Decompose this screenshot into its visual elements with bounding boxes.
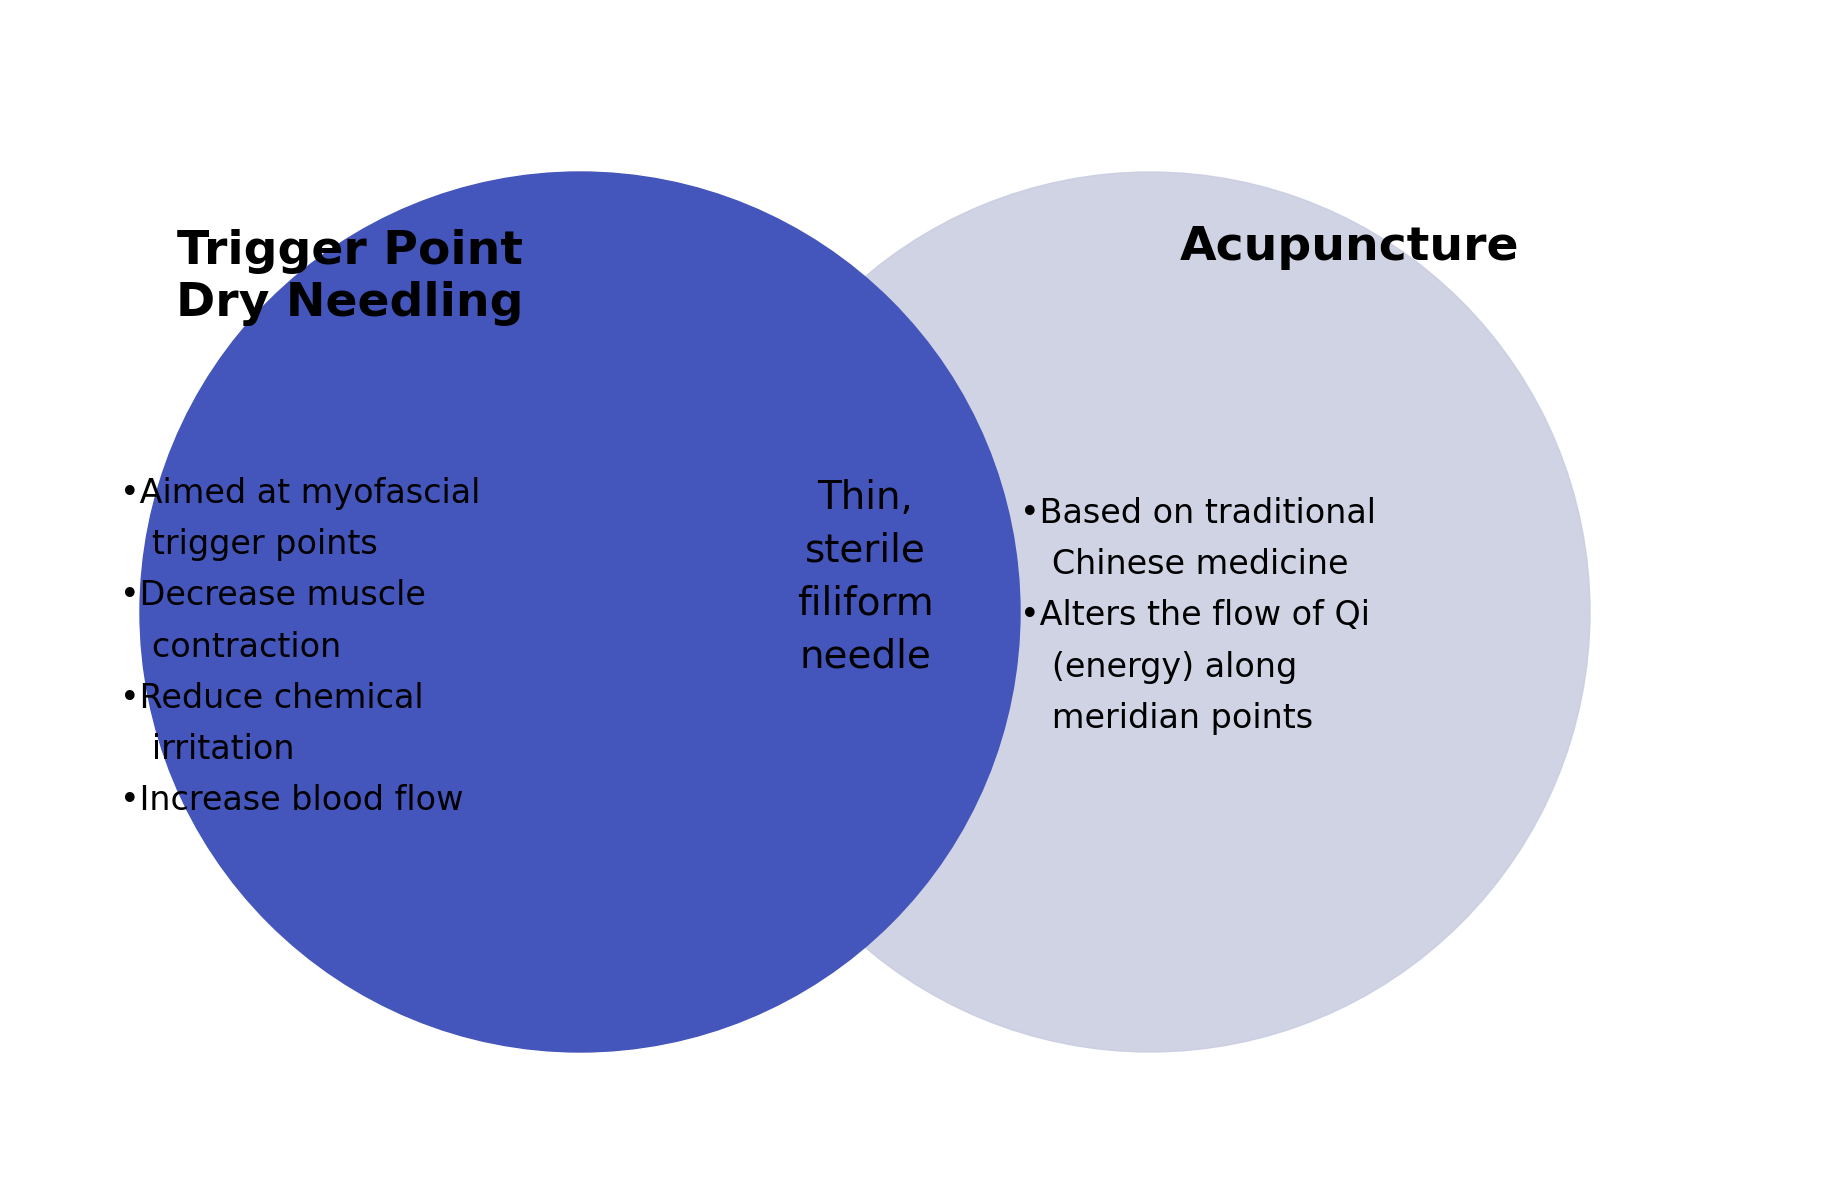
Text: Trigger Point
Dry Needling: Trigger Point Dry Needling [177, 229, 523, 326]
Text: •Based on traditional
   Chinese medicine
•Alters the flow of Qi
   (energy) alo: •Based on traditional Chinese medicine •… [1019, 497, 1377, 735]
Text: Thin,
sterile
filiform
needle: Thin, sterile filiform needle [796, 479, 933, 675]
Text: •Aimed at myofascial
   trigger points
•Decrease muscle
   contraction
•Reduce c: •Aimed at myofascial trigger points •Dec… [120, 476, 481, 818]
Text: Acupuncture: Acupuncture [1180, 225, 1520, 269]
Ellipse shape [710, 172, 1591, 1052]
Ellipse shape [140, 172, 1019, 1052]
